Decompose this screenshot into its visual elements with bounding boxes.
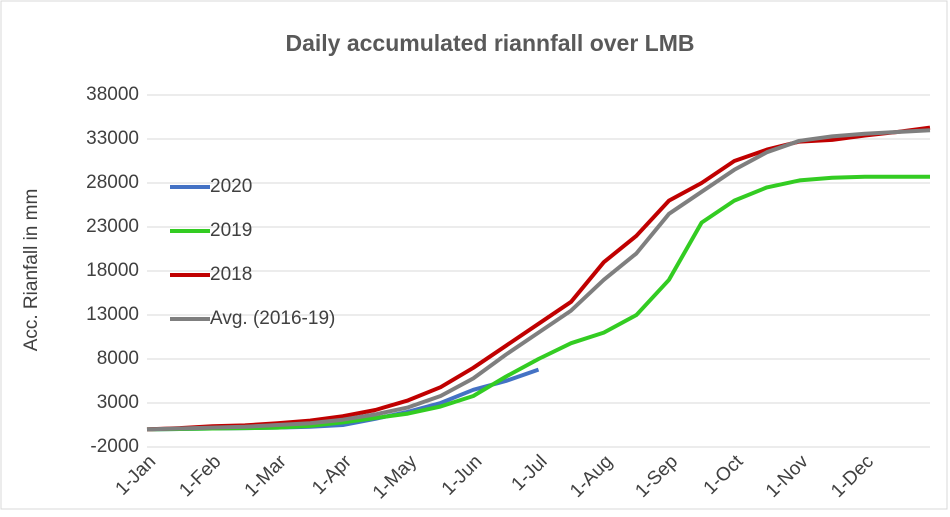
y-tick-label: 13000 bbox=[86, 304, 139, 325]
y-tick-label: 3000 bbox=[97, 392, 139, 413]
legend-label: 2020 bbox=[210, 176, 252, 197]
y-tick-label: 18000 bbox=[86, 260, 139, 281]
chart-title: Daily accumulated riannfall over LMB bbox=[285, 30, 694, 56]
series-line bbox=[146, 174, 930, 432]
y-tick-label: 33000 bbox=[86, 128, 139, 149]
series-line bbox=[146, 128, 931, 432]
y-tick-label: 38000 bbox=[86, 84, 139, 105]
legend-label: 2018 bbox=[210, 264, 252, 285]
y-axis-label: Acc. Rianfall in mm bbox=[21, 189, 42, 352]
legend-label: Avg. (2016-19) bbox=[210, 308, 335, 329]
y-tick-label: 23000 bbox=[86, 216, 139, 237]
y-tick-label: -2000 bbox=[90, 436, 139, 457]
y-tick-label: 8000 bbox=[97, 348, 139, 369]
y-tick-label: 28000 bbox=[86, 172, 139, 193]
legend-label: 2019 bbox=[210, 220, 252, 241]
